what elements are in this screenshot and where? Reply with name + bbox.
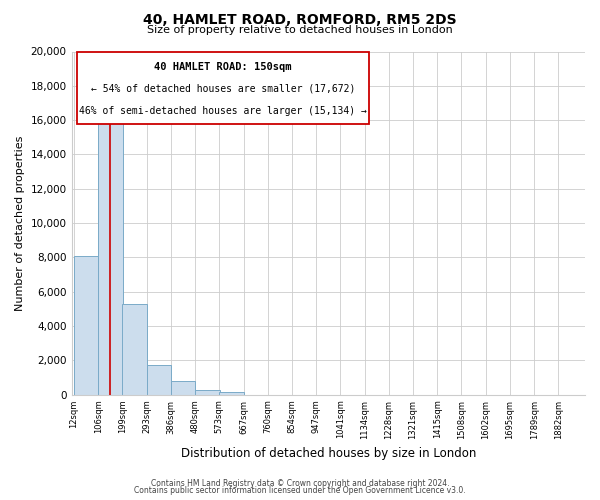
Bar: [171, 382, 195, 394]
Bar: [195, 390, 220, 394]
Y-axis label: Number of detached properties: Number of detached properties: [15, 136, 25, 311]
Text: Contains public sector information licensed under the Open Government Licence v3: Contains public sector information licen…: [134, 486, 466, 495]
Text: 40, HAMLET ROAD, ROMFORD, RM5 2DS: 40, HAMLET ROAD, ROMFORD, RM5 2DS: [143, 12, 457, 26]
X-axis label: Distribution of detached houses by size in London: Distribution of detached houses by size …: [181, 447, 476, 460]
Bar: [147, 364, 171, 394]
Bar: [74, 256, 98, 394]
Bar: [98, 112, 122, 395]
Text: ← 54% of detached houses are smaller (17,672): ← 54% of detached houses are smaller (17…: [91, 84, 355, 94]
Bar: [122, 304, 147, 394]
Bar: [219, 392, 244, 394]
Text: 40 HAMLET ROAD: 150sqm: 40 HAMLET ROAD: 150sqm: [154, 62, 292, 72]
Text: Contains HM Land Registry data © Crown copyright and database right 2024.: Contains HM Land Registry data © Crown c…: [151, 478, 449, 488]
Text: 46% of semi-detached houses are larger (15,134) →: 46% of semi-detached houses are larger (…: [79, 106, 367, 116]
Text: Size of property relative to detached houses in London: Size of property relative to detached ho…: [147, 25, 453, 35]
FancyBboxPatch shape: [77, 52, 370, 124]
